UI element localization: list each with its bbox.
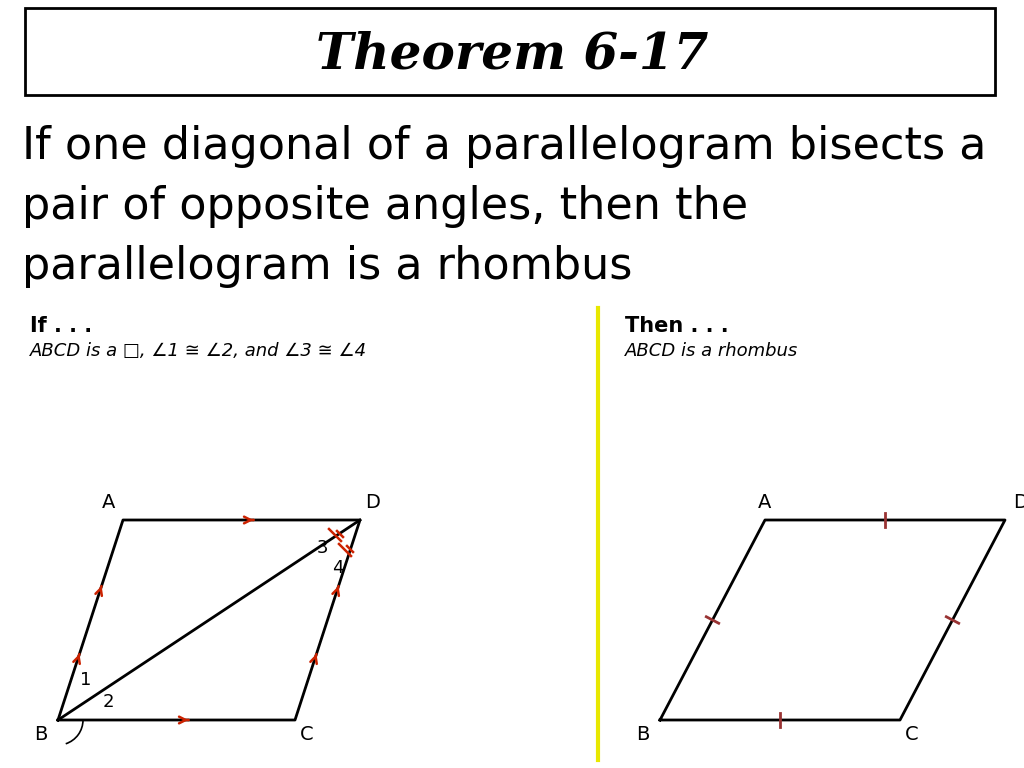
Text: 1: 1	[80, 671, 92, 689]
Text: B: B	[35, 725, 48, 744]
Text: A: A	[101, 493, 115, 512]
Bar	[25, 8, 995, 95]
Text: 3: 3	[316, 539, 328, 557]
Text: A: A	[759, 493, 772, 512]
Text: D: D	[365, 493, 380, 512]
Text: D: D	[1013, 493, 1024, 512]
Text: pair of opposite angles, then the: pair of opposite angles, then the	[22, 185, 749, 228]
Text: 2: 2	[102, 693, 114, 711]
Text: Then . . .: Then . . .	[625, 316, 729, 336]
Text: parallelogram is a rhombus: parallelogram is a rhombus	[22, 245, 633, 288]
Text: ABCD is a rhombus: ABCD is a rhombus	[625, 342, 799, 360]
Text: C: C	[905, 725, 919, 744]
Text: B: B	[637, 725, 650, 744]
Text: ABCD is a □, ∠1 ≅ ∠2, and ∠3 ≅ ∠4: ABCD is a □, ∠1 ≅ ∠2, and ∠3 ≅ ∠4	[30, 342, 368, 360]
Text: If . . .: If . . .	[30, 316, 92, 336]
Text: If one diagonal of a parallelogram bisects a: If one diagonal of a parallelogram bisec…	[22, 125, 986, 168]
Text: Theorem 6-17: Theorem 6-17	[315, 31, 709, 80]
Text: 4: 4	[332, 559, 344, 577]
Text: C: C	[300, 725, 313, 744]
